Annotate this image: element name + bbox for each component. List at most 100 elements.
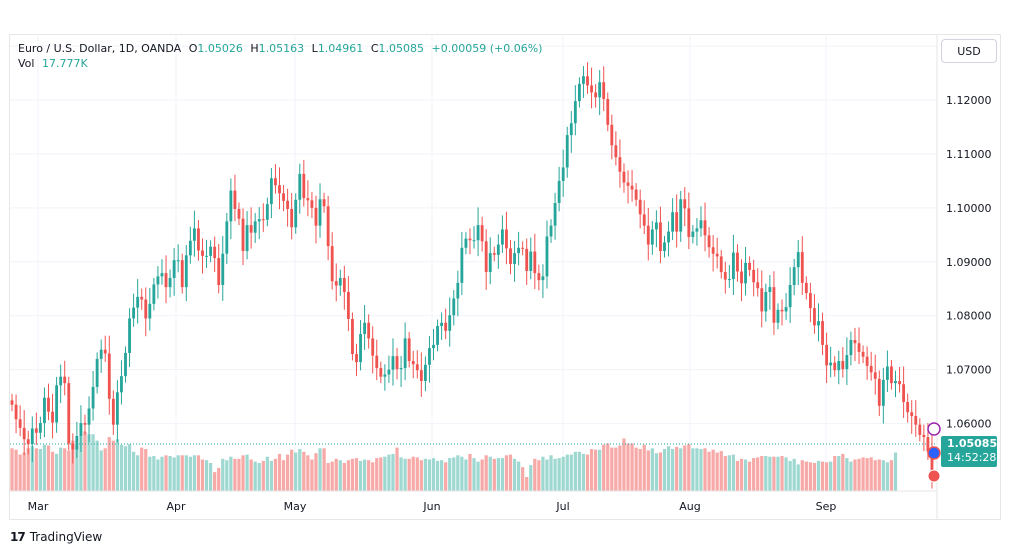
candle-body (423, 364, 427, 381)
candle-body (225, 221, 229, 254)
volume-bar (63, 448, 67, 491)
volume-bar (452, 457, 456, 491)
candle-body (679, 199, 683, 232)
volume-bar (391, 453, 395, 491)
volume-bar (407, 458, 411, 491)
volume-bar (448, 458, 452, 491)
volume-bar (281, 460, 286, 491)
candle-body (764, 292, 768, 312)
candle-body (164, 273, 168, 288)
candle-body (517, 247, 521, 254)
candle-body (103, 349, 107, 354)
candle-body (711, 247, 715, 254)
candle-body (675, 212, 679, 232)
volume-bar (180, 455, 184, 491)
volume-bar (87, 434, 91, 491)
candle-body (707, 235, 711, 248)
volume-bar (383, 456, 387, 491)
volume-bar (83, 431, 87, 491)
volume-bar (642, 444, 646, 491)
volume-bar (833, 456, 837, 491)
volume-bar (670, 449, 675, 491)
time-tick-label: Apr (166, 500, 186, 513)
candle-body (533, 251, 537, 274)
candle-body (825, 344, 829, 366)
volume-bar (731, 454, 736, 491)
volume-bar (699, 449, 703, 491)
candle-body (124, 352, 127, 377)
candle-body (659, 222, 662, 252)
volume-bar (168, 456, 172, 491)
volume-bar (131, 451, 136, 491)
candle-body (383, 374, 387, 377)
volume-bar (334, 458, 338, 491)
candle-body (667, 231, 670, 243)
candle-body (760, 288, 764, 312)
symbol-legend: Euro / U.S. Dollar, 1D, OANDA O1.05026 H… (18, 42, 542, 55)
volume-bar (796, 464, 800, 491)
volume-bar (610, 447, 614, 491)
candle-body (83, 423, 87, 425)
candle-body (403, 338, 407, 369)
volume-bar (565, 454, 569, 491)
volume-bar (784, 457, 788, 491)
volume-label[interactable]: Vol (18, 57, 35, 70)
candle-body (444, 322, 448, 331)
candle-body (334, 281, 338, 286)
volume-value: 17.777K (41, 57, 88, 70)
volume-bar (395, 447, 399, 491)
dividend-marker-icon[interactable] (927, 446, 941, 460)
change-value: +0.00059 (+0.06%) (431, 42, 543, 55)
volume-bar (723, 456, 727, 491)
tradingview-brand[interactable]: 17 TradingView (10, 530, 102, 544)
volume-bar (208, 463, 213, 491)
volume-bar (107, 437, 111, 491)
candle-body (432, 344, 435, 349)
volume-bar (294, 452, 298, 491)
candle-body (500, 229, 504, 245)
volume-bar (885, 462, 890, 491)
volume-bar (727, 455, 731, 491)
volume-bar (687, 444, 691, 491)
candle-body (99, 349, 103, 359)
candle-body (861, 351, 865, 357)
candle-body (87, 408, 91, 425)
candle-body (792, 267, 796, 285)
volume-bar (330, 461, 334, 491)
candle-body (237, 208, 241, 219)
price-tick-label: 1.11000 (946, 148, 992, 161)
volume-bar (233, 458, 237, 491)
candle-body (314, 207, 318, 226)
earnings-marker-icon[interactable] (927, 469, 941, 483)
candle-body (111, 398, 115, 425)
volume-bar (464, 459, 468, 491)
event-marker-icon[interactable] (927, 422, 941, 436)
candle-body (120, 376, 123, 393)
volume-bar (545, 459, 549, 491)
volume-bar (508, 454, 513, 491)
volume-bar (229, 456, 233, 491)
candle-body (79, 423, 83, 436)
volume-bar (622, 438, 626, 491)
candle-body (865, 356, 869, 366)
volume-bar (877, 459, 881, 491)
volume-bar (869, 457, 873, 491)
open-value: 1.05026 (197, 42, 243, 55)
volume-bar (679, 448, 683, 491)
symbol-title[interactable]: Euro / U.S. Dollar, 1D, OANDA (18, 42, 182, 55)
candle-body (748, 262, 752, 270)
candle-body (492, 253, 496, 255)
volume-bar (812, 463, 817, 491)
volume-bar (824, 462, 829, 491)
grid-lines (10, 34, 937, 491)
volume-bar (30, 446, 34, 491)
volume-bar (739, 458, 744, 491)
candle-body (241, 218, 245, 252)
candle-body (772, 287, 776, 323)
currency-button[interactable]: USD (941, 39, 997, 63)
volume-bar (638, 449, 642, 491)
volume-bar (529, 465, 533, 491)
volume-bar (602, 444, 606, 491)
last-price-tag: 1.05085 14:52:28 (941, 436, 997, 467)
